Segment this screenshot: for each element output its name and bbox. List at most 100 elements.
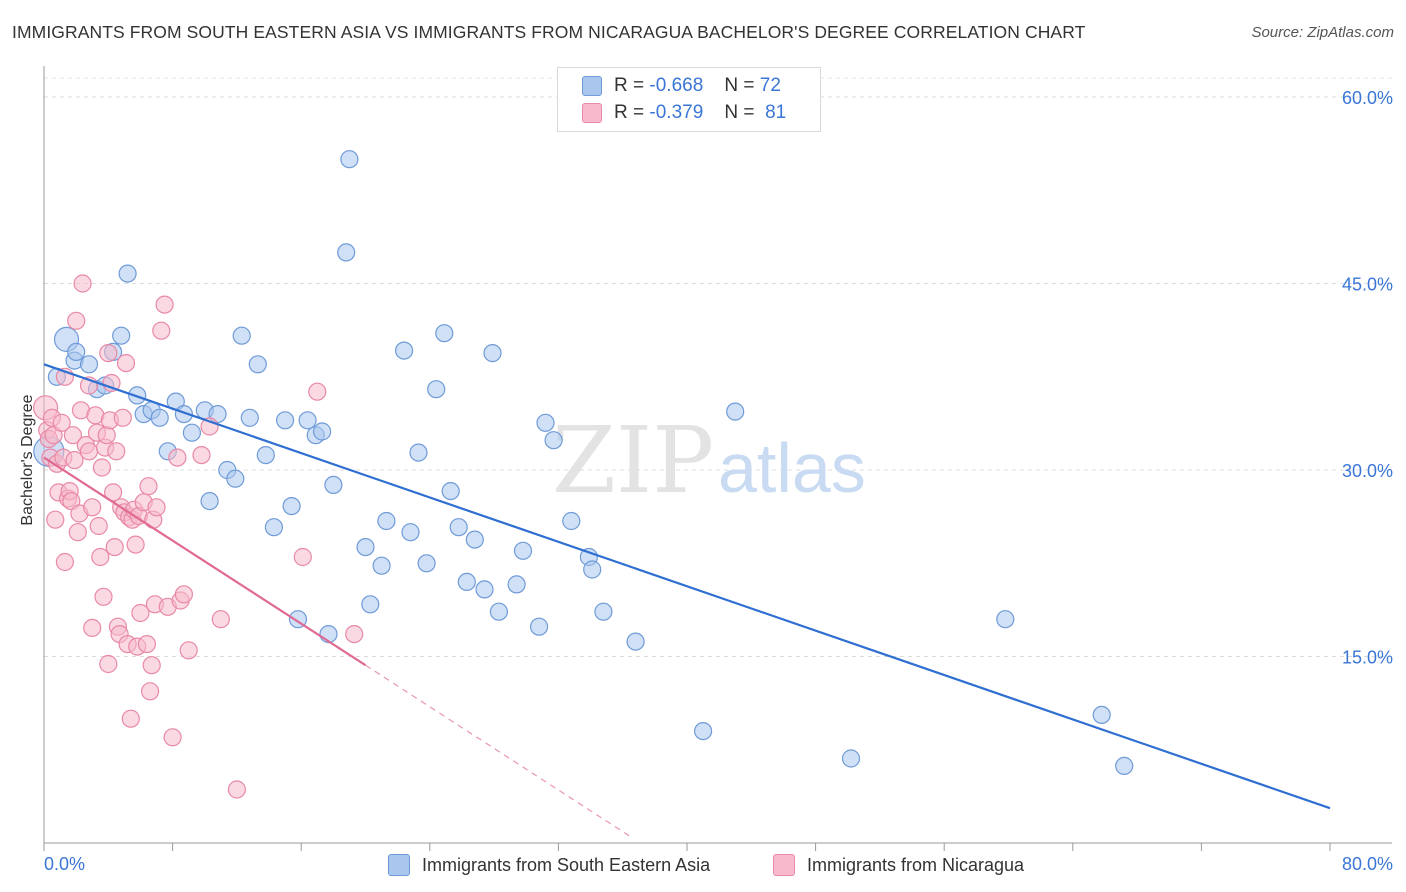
data-point	[105, 537, 124, 557]
source-label: Source: ZipAtlas.com	[1251, 24, 1394, 41]
data-point	[489, 602, 508, 621]
y-axis-label: Bachelor's Degree	[19, 394, 36, 526]
data-point	[256, 446, 275, 465]
data-point	[179, 641, 198, 660]
data-point	[46, 510, 65, 529]
y-tick-label: 45.0%	[1342, 275, 1393, 295]
data-point	[483, 344, 502, 363]
data-point	[435, 324, 454, 343]
data-point	[97, 426, 116, 445]
legend-swatch-southeast-asia	[582, 76, 602, 96]
data-point	[67, 311, 86, 330]
data-point	[68, 523, 87, 542]
data-point	[562, 511, 581, 531]
data-point	[112, 326, 131, 345]
data-point	[226, 469, 245, 488]
data-point	[142, 656, 161, 675]
data-point	[264, 518, 283, 537]
bottom-legend-label: Immigrants from Nicaragua	[807, 854, 1025, 875]
data-point	[626, 632, 645, 651]
trend-line	[43, 456, 367, 667]
data-point	[308, 382, 327, 401]
legend-n-label: N =	[724, 102, 755, 123]
legend-n-label: N =	[724, 75, 755, 96]
data-point	[324, 475, 343, 494]
data-point	[583, 560, 602, 579]
data-point	[427, 380, 446, 399]
data-point	[131, 603, 150, 623]
data-point	[293, 547, 312, 567]
data-point	[113, 408, 132, 427]
data-point	[200, 492, 219, 511]
legend-r-value: -0.379	[649, 102, 704, 123]
data-point	[507, 575, 526, 594]
data-point	[79, 442, 99, 461]
trend-line	[43, 363, 1331, 810]
y-tick-label: 15.0%	[1342, 648, 1393, 668]
data-point	[536, 413, 555, 432]
data-point	[841, 749, 861, 768]
data-point	[345, 624, 364, 644]
trend-lines	[43, 363, 1331, 838]
data-point	[356, 537, 375, 557]
data-point	[174, 585, 193, 604]
data-point	[1092, 705, 1111, 725]
data-point	[248, 355, 267, 374]
data-point	[83, 618, 102, 638]
data-point	[594, 602, 613, 621]
legend-n-value: 81	[765, 102, 787, 123]
data-point	[313, 422, 332, 441]
data-point	[147, 498, 166, 517]
watermark: ZIP atlas	[552, 407, 866, 514]
data-point	[227, 780, 246, 799]
data-point	[63, 426, 83, 445]
x-tick-label: 0.0%	[44, 854, 85, 874]
data-point	[298, 411, 317, 430]
data-point	[182, 423, 201, 442]
legend-r-value: -0.668	[649, 75, 704, 96]
legend-row-nicaragua: R = -0.379 N = 81	[582, 99, 786, 127]
chart-title: IMMIGRANTS FROM SOUTH EASTERN ASIA VS IM…	[12, 22, 1086, 42]
data-point	[409, 443, 428, 462]
data-point	[726, 402, 745, 421]
watermark-atlas: atlas	[718, 429, 866, 507]
data-point	[395, 341, 414, 360]
data-point	[232, 326, 251, 345]
data-point	[121, 709, 140, 728]
legend-r-label: R =	[614, 102, 645, 123]
bottom-legend-swatch-southeast-asia	[388, 854, 410, 876]
data-point	[99, 654, 118, 674]
watermark-zip: ZIP	[552, 407, 714, 514]
data-point	[94, 587, 113, 606]
data-point	[92, 458, 112, 477]
bottom-legend-nicaragua: Immigrants from Nicaragua	[773, 851, 1024, 879]
data-point	[441, 482, 460, 501]
data-point	[372, 556, 391, 575]
data-point	[155, 295, 174, 314]
legend-r-label: R =	[614, 75, 645, 96]
legend-swatch-nicaragua	[582, 103, 602, 123]
data-point	[544, 431, 563, 450]
data-point	[150, 408, 169, 427]
trend-line-extension	[365, 664, 632, 838]
data-point	[163, 728, 182, 747]
data-point	[52, 413, 71, 432]
data-point	[126, 535, 145, 554]
bottom-legend-label: Immigrants from South Eastern Asia	[422, 854, 711, 875]
data-point	[192, 446, 211, 465]
bottom-legend-swatch-nicaragua	[773, 854, 795, 876]
data-point	[152, 321, 171, 340]
data-point	[377, 511, 396, 531]
data-point	[89, 516, 108, 536]
data-point	[693, 721, 713, 741]
data-point	[361, 595, 380, 614]
data-point	[240, 408, 259, 427]
data-point	[276, 411, 295, 430]
data-point	[65, 451, 84, 470]
data-point	[337, 243, 356, 262]
correlation-legend: R = -0.668 N = 72 R = -0.379 N = 81	[557, 67, 821, 132]
data-point	[282, 497, 301, 516]
data-point	[73, 274, 92, 293]
data-point	[1115, 756, 1134, 776]
